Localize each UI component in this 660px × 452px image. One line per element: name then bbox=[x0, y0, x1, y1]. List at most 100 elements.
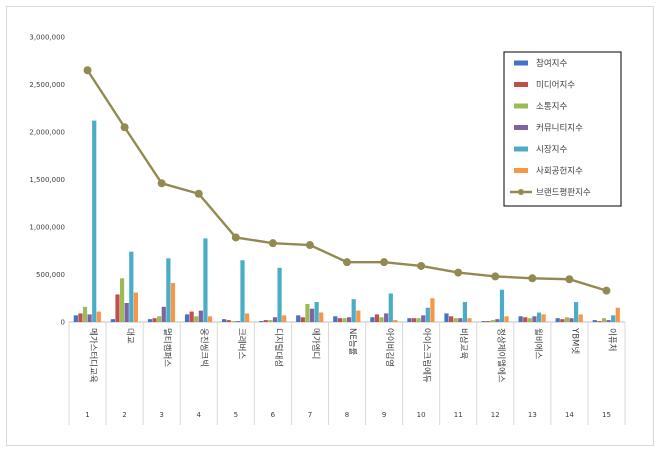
line-point-8 bbox=[343, 258, 351, 267]
line-point-5 bbox=[231, 233, 240, 242]
bar-5-1 bbox=[92, 120, 97, 322]
bar-3-5 bbox=[231, 321, 236, 322]
category-number: 10 bbox=[417, 411, 426, 419]
bar-4-12 bbox=[495, 319, 500, 322]
category-number: 6 bbox=[271, 411, 276, 419]
category-number: 5 bbox=[234, 411, 238, 419]
bar-2-7 bbox=[300, 317, 305, 322]
legend-label: 미디어지수 bbox=[536, 80, 575, 91]
y-tick-label: 2,500,000 bbox=[29, 81, 65, 89]
y-tick-label: 1,500,000 bbox=[29, 176, 65, 184]
bar-1-3 bbox=[147, 319, 153, 322]
legend-label: 커뮤니티지수 bbox=[536, 123, 583, 134]
bar-3-11 bbox=[453, 318, 458, 322]
category-number: 9 bbox=[382, 411, 386, 419]
bar-2-5 bbox=[226, 320, 231, 322]
line-point-13 bbox=[528, 274, 537, 283]
line-point-3 bbox=[157, 179, 166, 188]
bar-3-6 bbox=[268, 320, 273, 322]
line-layer bbox=[83, 66, 611, 295]
bar-5-12 bbox=[499, 289, 505, 322]
bar-2-6 bbox=[263, 320, 268, 322]
bar-1-13 bbox=[518, 316, 523, 322]
bar-3-8 bbox=[342, 318, 347, 322]
bar-4-1 bbox=[87, 314, 92, 322]
bar-6-9 bbox=[393, 320, 398, 322]
bar-1-5 bbox=[222, 319, 227, 322]
bar-1-4 bbox=[184, 314, 190, 322]
bar-4-7 bbox=[309, 308, 315, 322]
line-point-6 bbox=[268, 239, 277, 248]
category-number: 1 bbox=[85, 411, 89, 419]
bar-5-4 bbox=[203, 238, 208, 322]
bar-3-4 bbox=[194, 316, 199, 322]
bar-4-3 bbox=[161, 306, 166, 322]
y-tick-label: 3,000,000 bbox=[29, 34, 65, 42]
category-number: 12 bbox=[491, 411, 500, 419]
bar-2-4 bbox=[189, 311, 194, 322]
bar-1-1 bbox=[73, 315, 78, 322]
legend-label: 브랜드평판지수 bbox=[536, 187, 591, 198]
bar-4-8 bbox=[347, 317, 352, 322]
bar-1-11 bbox=[444, 313, 449, 322]
bar-6-13 bbox=[541, 314, 546, 322]
legend-line-marker bbox=[518, 189, 524, 195]
bar-5-8 bbox=[351, 299, 356, 322]
bar-5-7 bbox=[314, 302, 319, 322]
category-label: 웅진씽크빅 bbox=[199, 328, 210, 367]
bar-4-10 bbox=[421, 315, 426, 322]
bar-5-3 bbox=[166, 258, 171, 322]
bar-5-6 bbox=[277, 267, 282, 322]
bar-6-11 bbox=[467, 318, 472, 322]
legend-swatch bbox=[514, 60, 528, 66]
bar-1-14 bbox=[555, 318, 560, 322]
legend-label: 사회공헌지수 bbox=[536, 167, 583, 177]
line-point-10 bbox=[417, 261, 426, 270]
bar-3-9 bbox=[379, 317, 384, 322]
bar-3-1 bbox=[82, 306, 88, 322]
category-label: 대교 bbox=[125, 328, 135, 344]
bar-1-7 bbox=[296, 315, 301, 322]
bar-2-8 bbox=[337, 318, 342, 322]
bar-6-2 bbox=[133, 292, 138, 322]
line-point-12 bbox=[491, 272, 500, 281]
bar-6-12 bbox=[504, 316, 509, 322]
bar-2-2 bbox=[115, 294, 120, 322]
line-point-11 bbox=[454, 268, 463, 277]
bar-6-15 bbox=[615, 307, 620, 322]
bar-1-15 bbox=[592, 320, 597, 322]
bar-2-15 bbox=[597, 321, 602, 322]
category-number: 11 bbox=[454, 411, 463, 419]
legend-swatch bbox=[514, 146, 528, 152]
bar-1-12 bbox=[481, 321, 486, 322]
bar-3-3 bbox=[157, 316, 162, 322]
category-label: 이퓨처 bbox=[606, 328, 617, 351]
bar-1-8 bbox=[333, 316, 338, 322]
y-tick-label: 500,000 bbox=[36, 271, 65, 279]
bar-6-1 bbox=[96, 311, 101, 322]
bar-5-2 bbox=[129, 251, 134, 322]
bar-1-9 bbox=[370, 317, 375, 322]
category-label: 아이비김영 bbox=[384, 328, 395, 367]
legend-swatch bbox=[514, 168, 528, 173]
bar-6-7 bbox=[319, 312, 324, 322]
bar-2-13 bbox=[523, 317, 528, 322]
category-label: 디지털대성 bbox=[273, 328, 284, 367]
bar-5-9 bbox=[388, 293, 393, 322]
axis-layer: 0 500,000 1,000,000 1,500,000 2,000,000 2,500… bbox=[29, 34, 626, 425]
category-label: NE능률 bbox=[347, 328, 357, 356]
y-tick-label: 2,000,000 bbox=[29, 129, 65, 137]
bar-6-10 bbox=[430, 298, 435, 322]
bar-2-14 bbox=[560, 319, 565, 322]
category-number: 14 bbox=[565, 411, 574, 419]
bar-4-14 bbox=[569, 318, 574, 322]
category-number: 2 bbox=[122, 411, 126, 419]
line-point-14 bbox=[565, 275, 574, 284]
bar-1-10 bbox=[407, 318, 412, 322]
bar-2-9 bbox=[374, 314, 380, 322]
legend-label: 시장지수 bbox=[536, 144, 567, 155]
bar-5-5 bbox=[240, 260, 245, 322]
category-label: 정상제이엘에스 bbox=[495, 328, 506, 383]
bar-5-11 bbox=[462, 302, 467, 322]
